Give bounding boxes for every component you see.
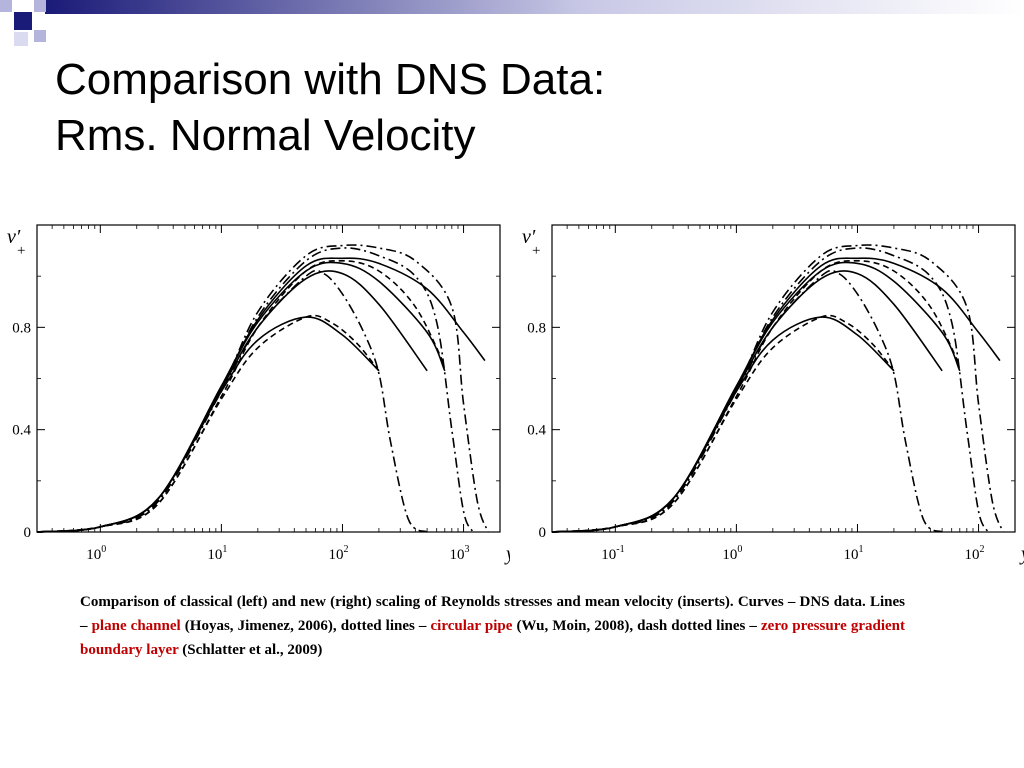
series-line-5 — [551, 314, 895, 533]
series-line-4 — [551, 257, 1001, 533]
y-axis-label-subscript: + — [532, 243, 540, 259]
x-axis-label: y — [504, 543, 510, 565]
caption-text-1: Comparison of classical (left) and new (… — [80, 594, 905, 634]
x-axis-label: y — [1019, 543, 1024, 565]
series-line-8 — [36, 247, 474, 533]
y-axis-label: v′ — [7, 226, 21, 248]
series-line-3 — [551, 261, 961, 533]
x-tick-label: 100 — [722, 544, 742, 563]
x-tick-label: 102 — [328, 544, 348, 563]
series-line-3 — [36, 261, 446, 533]
series-line-9 — [36, 244, 490, 533]
caption-boundary-layer: zero pressure gradient boundary layer — [80, 618, 905, 658]
series-line-5 — [36, 314, 380, 533]
title-line-1: Comparison with DNS Data: — [55, 55, 606, 104]
series-line-9 — [551, 244, 1005, 533]
plot-frame — [551, 224, 1016, 533]
y-axis-label-subscript: + — [17, 243, 25, 259]
plot-frame — [36, 224, 501, 533]
caption-plane-channel: plane channel — [91, 618, 181, 634]
caption-text-4: (Schlatter et al., 2009) — [178, 642, 323, 658]
x-tick-label: 10-1 — [601, 544, 624, 563]
x-tick-label: 101 — [843, 544, 863, 563]
title-line-2: Rms. Normal Velocity — [55, 111, 476, 160]
y-axis-label: v′ — [522, 226, 536, 248]
series-line-2 — [36, 270, 428, 533]
page-title: Comparison with DNS Data: Rms. Normal Ve… — [55, 52, 605, 164]
caption-text-3: (Wu, Moin, 2008), dash dotted lines – — [512, 618, 762, 634]
series-line-2 — [551, 270, 943, 533]
y-tick-label: 0.4 — [527, 423, 546, 439]
x-tick-label: 100 — [86, 544, 106, 563]
figure-caption: Comparison of classical (left) and new (… — [80, 590, 905, 662]
x-tick-label: 103 — [450, 544, 470, 563]
series-line-7 — [36, 269, 428, 533]
header-decoration — [0, 0, 1024, 46]
y-tick-label: 0 — [539, 525, 547, 541]
series-line-8 — [551, 247, 989, 533]
series-line-1 — [551, 316, 895, 533]
series-line-1 — [36, 316, 380, 533]
caption-text-2: (Hoyas, Jimenez, 2006), dotted lines – — [180, 618, 431, 634]
x-tick-label: 102 — [965, 544, 985, 563]
y-tick-label: 0.8 — [12, 320, 31, 336]
y-tick-label: 0.4 — [12, 423, 31, 439]
series-line-7 — [551, 269, 943, 533]
x-tick-label: 101 — [207, 544, 227, 563]
y-tick-label: 0 — [24, 525, 32, 541]
y-tick-label: 0.8 — [527, 320, 546, 336]
series-line-6 — [551, 259, 961, 533]
caption-circular-pipe: circular pipe — [430, 618, 513, 634]
series-line-6 — [36, 259, 446, 533]
series-line-4 — [36, 257, 486, 533]
